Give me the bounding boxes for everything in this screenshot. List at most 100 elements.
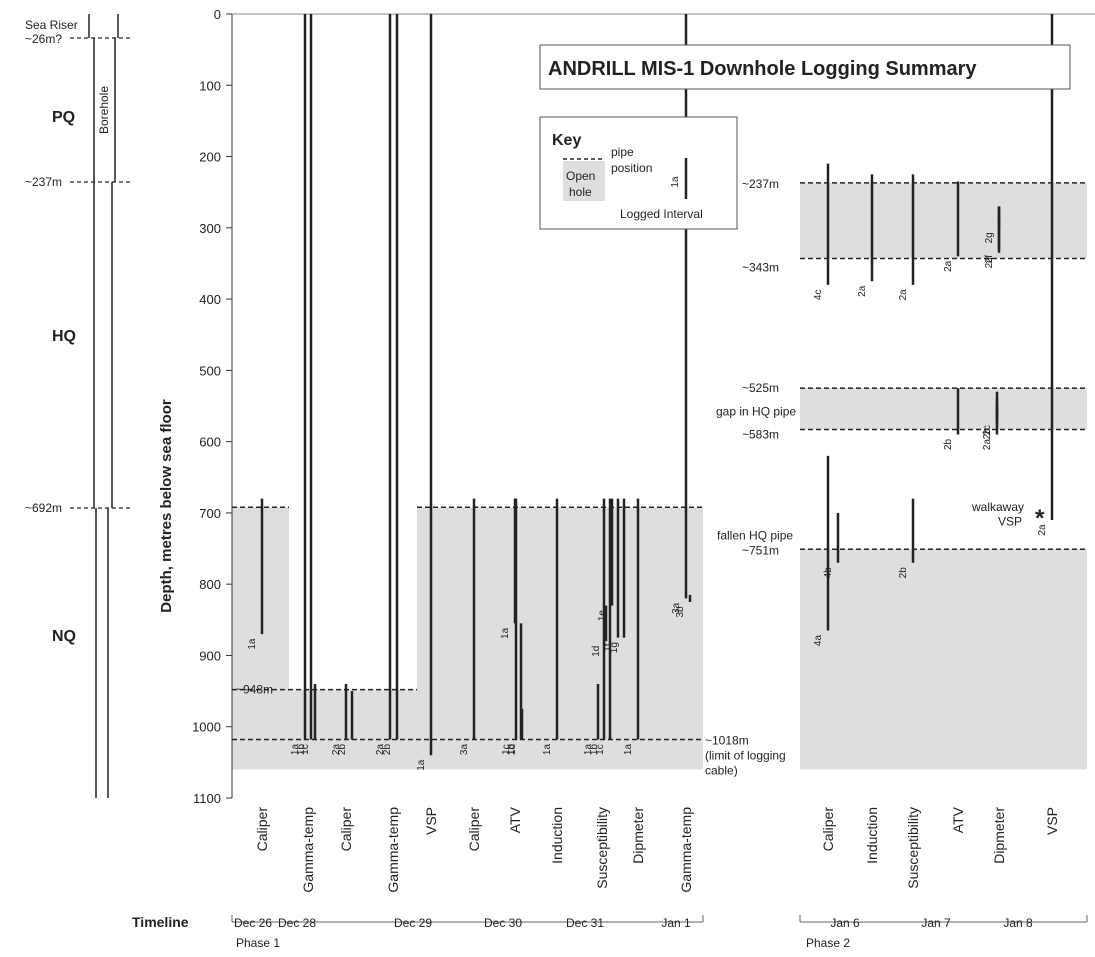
phase1-run-label-3b: 3b (675, 606, 686, 618)
phase2-run-label-2a: 2a (943, 260, 954, 272)
asterisk-marker: * (1035, 505, 1045, 532)
phase1-run-label-1c: 1c (300, 744, 311, 755)
column-label-gamma-temp: Gamma-temp (300, 807, 316, 893)
y-tick-label: 0 (214, 7, 221, 22)
phase2-run-label-2a: 2a (898, 289, 909, 301)
phase1-run-label-1a: 1a (623, 744, 634, 756)
timeline-day: Jan 1 (661, 916, 691, 930)
label-343m: ~343m (742, 260, 779, 274)
section-nq-label: NQ (52, 628, 76, 645)
open-hole-phase1-caliper (232, 507, 289, 770)
phase1-run-label-1f: 1f (603, 643, 614, 652)
key-title: Key (552, 132, 581, 149)
key-box: Key Open hole pipe position 1a Logged In… (539, 116, 738, 230)
open-hole-phase1-main (417, 507, 703, 770)
figure-title: ANDRILL MIS-1 Downhole Logging Summary (548, 58, 977, 80)
timeline: Timeline Dec 26 Dec 28 Dec 29 Dec 30 Dec 31 J… (132, 914, 1088, 950)
column-label-gamma-temp: Gamma-temp (385, 807, 401, 893)
phase1-run-label-1b: 1b (296, 744, 307, 756)
phase2-run-label-2c: 2c (982, 425, 993, 436)
phase1-run-label-1d: 1d (591, 646, 602, 657)
phase1-run-label-1a: 1a (542, 744, 553, 756)
phase1-run-label-2b: 2b (337, 744, 348, 756)
y-tick-label: 500 (199, 363, 221, 378)
y-tick-label: 200 (199, 150, 221, 165)
phase1-run-label-1a: 1a (583, 744, 594, 756)
key-logged-label: Logged Interval (620, 207, 703, 221)
y-tick-label: 1100 (193, 791, 221, 806)
y-tick-label: 700 (199, 506, 221, 521)
open-hole-phase2-lower (800, 549, 1087, 770)
label-751m: ~751m (742, 543, 779, 557)
label-237m: ~237m (742, 177, 779, 191)
phase1-run-label-1a: 1a (500, 627, 511, 639)
depth-237-label: ~237m (25, 175, 62, 189)
label-525m: ~525m (742, 381, 779, 395)
label-1018m-note-2: cable) (705, 764, 738, 778)
label-1018m: ~1018m (705, 734, 749, 748)
y-tick-label: 900 (199, 648, 221, 663)
phase1-run-label-1b: 1b (589, 744, 600, 756)
sea-riser-label: Sea Riser (25, 18, 78, 32)
phase1-run-label-2a: 2a (331, 744, 342, 756)
phase1-run-label-2b: 2b (382, 744, 393, 756)
borehole-schematic: Sea Riser ~26m? ~237m ~692m PQ HQ NQ Bor… (25, 14, 132, 798)
phase2-run-label-2a: 2a (1037, 524, 1048, 536)
key-open-label: Open (566, 169, 595, 183)
annotations: ~948m ~237m ~343m ~525m gap in HQ pipe ~… (236, 177, 1045, 697)
phase2-run-label-2g: 2g (984, 232, 995, 243)
timeline-day: Dec 26 (234, 916, 272, 930)
tool-column-labels: Caliper Gamma-temp Caliper Gamma-temp VSP Cal… (254, 806, 1060, 892)
key-run-label: 1a (670, 176, 681, 188)
phase2-run-label-2a: 2a (857, 285, 868, 297)
phase2-run-label-4c: 4c (813, 290, 824, 301)
phase2-run-label-4b: 4b (823, 567, 834, 579)
column-label-caliper: Caliper (338, 807, 354, 852)
column-label-dipmeter: Dipmeter (991, 807, 1007, 864)
y-tick-label: 300 (199, 221, 221, 236)
column-label-induction: Induction (549, 807, 565, 864)
y-tick-label: 600 (199, 435, 221, 450)
phase1-run-label-1e: 1e (597, 610, 608, 622)
label-fallen-hq-pipe: fallen HQ pipe (717, 528, 793, 542)
label-vsp-note: VSP (998, 514, 1022, 528)
key-pipe-label: pipe (611, 145, 634, 159)
section-hq-label: HQ (52, 328, 76, 345)
column-label-vsp: VSP (423, 807, 439, 835)
section-pq-label: PQ (52, 109, 75, 126)
open-hole-areas (232, 182, 1087, 770)
timeline-day: Dec 30 (484, 916, 522, 930)
phase1-label: Phase 1 (236, 936, 280, 950)
key-hole-label: hole (569, 185, 592, 199)
column-label-induction: Induction (864, 807, 880, 864)
label-1018m-note-1: (limit of logging (705, 749, 786, 763)
phase2-run-label-4a: 4a (813, 635, 824, 647)
open-hole-phase2-upper (800, 182, 1087, 259)
borehole-label: Borehole (97, 86, 111, 134)
timeline-day: Jan 8 (1003, 916, 1033, 930)
label-583m: ~583m (742, 428, 779, 442)
timeline-day: Dec 29 (394, 916, 432, 930)
depth-26-label: ~26m? (25, 32, 62, 46)
column-label-vsp: VSP (1044, 807, 1060, 835)
phase1-run-label-1a: 1a (247, 638, 258, 650)
phase1-run-label-1a: 1a (290, 744, 301, 756)
phase2-label: Phase 2 (806, 936, 850, 950)
phase2-run-label-2a: 2a (982, 439, 993, 451)
reference-lines (232, 182, 1087, 741)
phase1-run-label-1b: 1b (506, 744, 517, 756)
phase1-run-label-3a: 3a (459, 744, 470, 756)
column-label-atv: ATV (507, 806, 523, 833)
y-axis: 0 100 200 300 400 500 600 700 800 900 1000 1100 Dep… (158, 7, 1095, 806)
phase2-run-label-2b: 2b (898, 567, 909, 579)
column-label-caliper: Caliper (254, 807, 270, 852)
phase2-run-label-2f: 2f (984, 255, 995, 264)
column-label-gamma-temp: Gamma-temp (678, 807, 694, 893)
phase1-run-label-2a: 2a (375, 744, 386, 756)
timeline-label: Timeline (132, 914, 189, 930)
column-label-dipmeter: Dipmeter (630, 807, 646, 864)
label-948m: ~948m (236, 683, 273, 697)
phase1-run-label-1c: 1c (595, 744, 606, 755)
timeline-day: Jan 6 (830, 916, 860, 930)
